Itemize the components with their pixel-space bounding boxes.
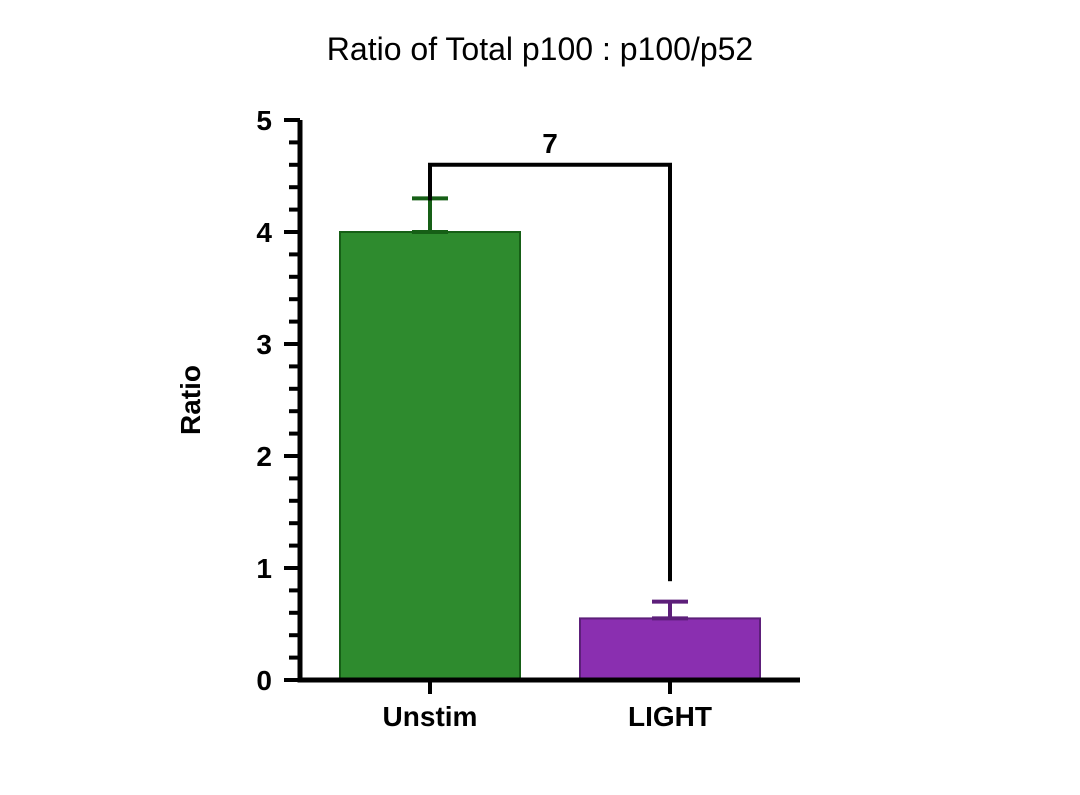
bar-light: [580, 618, 760, 680]
significance-label: 7: [542, 128, 558, 159]
y-tick-label: 2: [256, 441, 272, 472]
y-tick-label: 3: [256, 329, 272, 360]
y-tick-label: 4: [256, 217, 272, 248]
bar-unstim: [340, 232, 520, 680]
category-label: LIGHT: [628, 701, 712, 732]
category-label: Unstim: [383, 701, 478, 732]
y-tick-label: 0: [256, 665, 272, 696]
chart-title: Ratio of Total p100 : p100/p52: [327, 31, 753, 67]
chart-container: Ratio of Total p100 : p100/p52 Ratio Unsti…: [0, 0, 1080, 795]
y-tick-label: 5: [256, 105, 272, 136]
bar-chart: Ratio of Total p100 : p100/p52 Ratio Unsti…: [0, 0, 1080, 795]
y-tick-label: 1: [256, 553, 272, 584]
y-axis-label: Ratio: [175, 365, 206, 435]
